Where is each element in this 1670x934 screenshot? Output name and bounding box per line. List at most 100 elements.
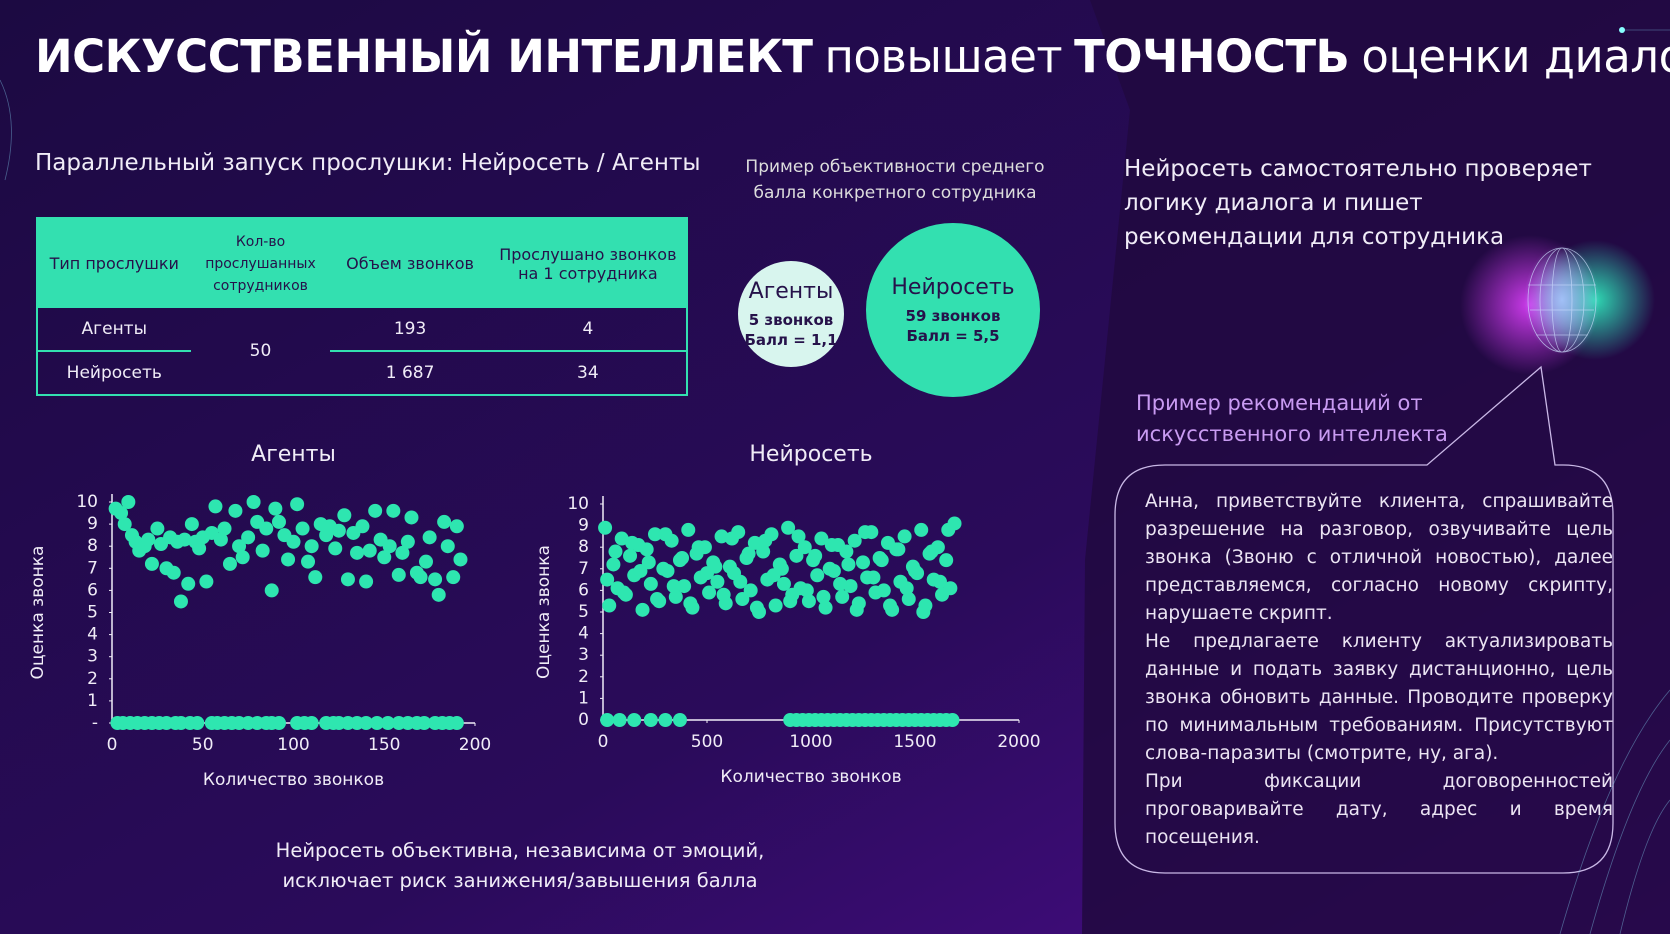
point: [241, 530, 256, 545]
point: [839, 544, 854, 559]
point: [235, 550, 250, 565]
point: [213, 532, 228, 547]
circle-line: 5 звонков: [748, 310, 834, 329]
point: [648, 527, 662, 542]
point: [714, 529, 729, 544]
footer-line: Нейросеть объективна, независима от эмоц…: [275, 839, 765, 862]
point: [633, 563, 648, 578]
point: [290, 497, 305, 512]
point: [808, 548, 823, 563]
x-tick-label: 1000: [789, 732, 832, 752]
point: [858, 525, 873, 540]
point: [810, 568, 825, 583]
header-cell: Прослушано звонков на 1 сотрудника: [489, 218, 687, 308]
point: [668, 589, 683, 604]
cell: Нейросеть: [66, 363, 162, 383]
point: [797, 540, 812, 555]
point: [627, 713, 642, 727]
point: [117, 517, 132, 532]
cell: 193: [330, 308, 490, 352]
point: [328, 541, 343, 556]
y-axis-label: Оценка звонка: [28, 546, 48, 680]
ai-label: Пример рекомендаций от искусственного ин…: [1136, 391, 1448, 446]
y-tick-label: 0: [578, 710, 589, 730]
point: [702, 585, 717, 600]
point: [924, 544, 939, 559]
point: [849, 602, 864, 617]
point: [833, 576, 848, 591]
point: [362, 543, 377, 558]
point: [776, 576, 791, 591]
point: [217, 521, 232, 536]
circle-title: Нейросеть: [891, 274, 1015, 300]
title-part: оценки диалогов: [1361, 30, 1670, 83]
point: [650, 592, 665, 607]
point: [222, 556, 237, 571]
title-part: ИСКУССТВЕННЫЙ ИНТЕЛЛЕКТ: [35, 30, 813, 83]
y-tick-label: 5: [87, 603, 98, 623]
point: [801, 594, 816, 609]
y-tick-label: 1: [578, 688, 589, 708]
footer: Нейросеть объективна, независима от эмоц…: [220, 836, 820, 896]
point: [437, 514, 452, 529]
point: [675, 551, 690, 565]
point: [192, 541, 207, 556]
point: [683, 596, 698, 611]
x-tick-label: 50: [192, 735, 214, 755]
cell: 34: [577, 363, 599, 383]
point: [359, 716, 374, 730]
point: [749, 600, 764, 615]
y-tick-label: -: [92, 713, 98, 733]
paragraph: Анна, приветствуйте клиента, спрашивайте…: [1145, 491, 1613, 624]
point: [816, 589, 831, 604]
y-tick-label: 1: [87, 691, 98, 711]
circle-line: 59 звонков: [905, 306, 1001, 325]
y-tick-label: 9: [87, 514, 98, 534]
point: [660, 563, 675, 578]
y-tick-label: 8: [578, 537, 589, 557]
point: [281, 552, 296, 567]
x-tick-label: 0: [598, 732, 609, 752]
point: [166, 565, 181, 580]
point: [641, 555, 656, 570]
point: [945, 713, 960, 727]
y-tick-label: 2: [578, 667, 589, 687]
point: [783, 594, 798, 609]
x-tick-label: 150: [368, 735, 400, 755]
y-tick-label: 4: [87, 625, 98, 645]
point: [856, 555, 870, 570]
data-table: Тип прослушки Кол-во прослушанных сотрудн…: [36, 217, 688, 396]
point: [190, 716, 205, 730]
point: [733, 574, 748, 589]
point: [431, 587, 446, 602]
chart-title: Нейросеть: [749, 442, 872, 467]
point: [666, 579, 681, 594]
point: [606, 557, 621, 572]
y-tick-label: 7: [578, 559, 589, 579]
point: [177, 532, 192, 547]
point: [658, 527, 673, 542]
x-tick-label: 500: [691, 732, 723, 752]
y-tick-label: 6: [578, 580, 589, 600]
point: [144, 556, 159, 571]
point: [643, 713, 658, 727]
chart-title: Агенты: [251, 442, 336, 467]
circle-title: Агенты: [748, 278, 834, 304]
x-axis-label: Количество звонков: [720, 767, 901, 787]
point: [440, 539, 455, 554]
point: [382, 539, 397, 554]
point: [395, 545, 410, 560]
point: [418, 554, 433, 569]
point: [404, 510, 419, 525]
point: [818, 600, 833, 615]
point: [623, 548, 638, 563]
point: [208, 499, 223, 514]
point: [232, 539, 247, 554]
point: [121, 495, 136, 509]
point: [598, 520, 613, 535]
point: [932, 574, 947, 589]
y-tick-label: 6: [87, 580, 98, 600]
point: [301, 554, 316, 569]
point: [602, 598, 617, 613]
